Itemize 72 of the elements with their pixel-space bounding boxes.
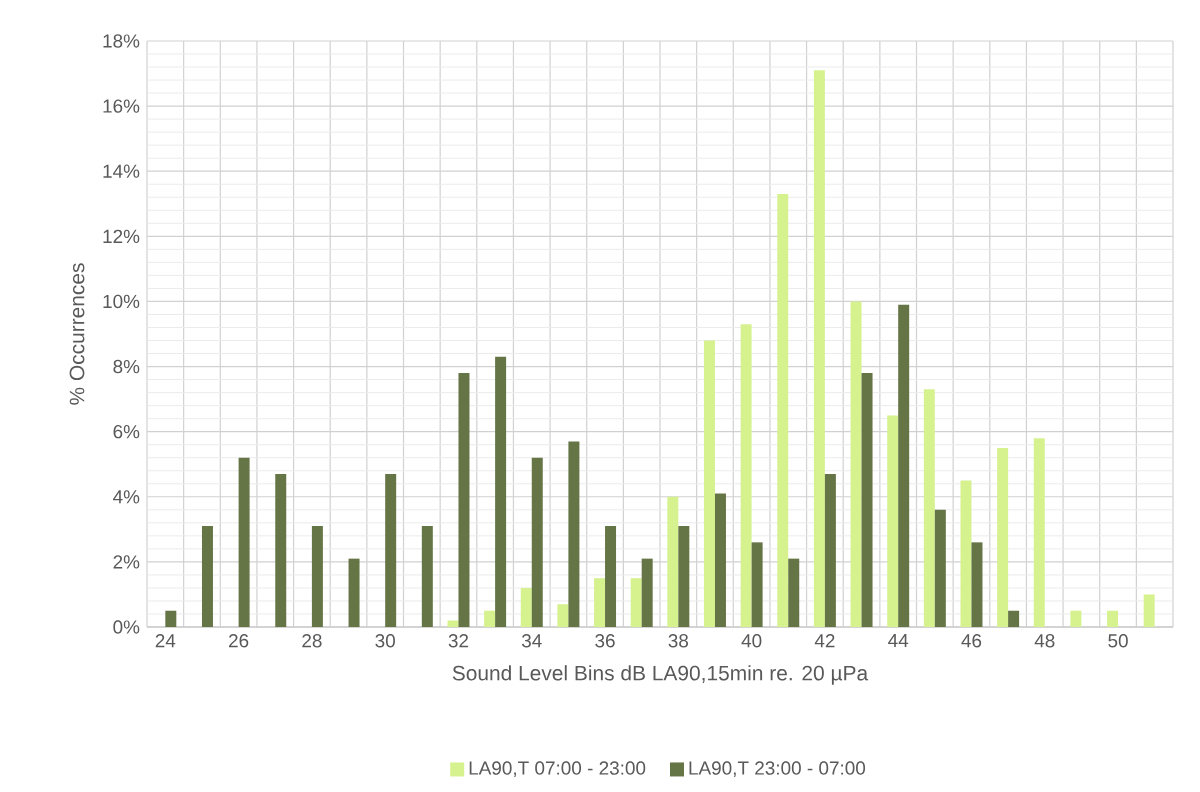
y-axis-title: % Occurrences [69, 263, 85, 405]
y-tick-label: 18% [103, 34, 140, 48]
y-tick-label: 16% [103, 99, 140, 113]
bar [861, 373, 873, 627]
x-tick-label: 42 [814, 634, 835, 648]
bar [751, 542, 763, 627]
x-tick-label: 34 [521, 634, 542, 648]
bar [813, 70, 825, 627]
bar [495, 356, 507, 627]
y-tick-label: 0% [113, 620, 140, 634]
bar [385, 473, 397, 627]
bar [934, 509, 946, 627]
x-tick-label: 48 [1034, 634, 1055, 648]
bar [458, 373, 470, 627]
x-tick-label: 44 [888, 634, 909, 648]
y-tick-label: 10% [103, 294, 140, 309]
y-tick-label: 12% [103, 229, 140, 244]
bar [971, 542, 983, 627]
bar [520, 587, 532, 627]
bar [531, 457, 543, 627]
bar [1008, 610, 1020, 627]
bar [1070, 610, 1082, 627]
bar [605, 526, 617, 627]
x-tick-label: 40 [741, 634, 762, 648]
y-tick-label: 14% [103, 164, 140, 178]
x-tick-label: 32 [448, 634, 469, 648]
bar [703, 340, 715, 627]
bar [887, 415, 899, 627]
y-tick-label: 2% [113, 555, 140, 569]
bar [923, 389, 935, 627]
y-tick-label: 4% [113, 490, 140, 504]
bar [678, 526, 690, 627]
bar [557, 604, 569, 627]
bar [997, 447, 1009, 627]
y-tick-label: 6% [113, 424, 140, 439]
bar [824, 473, 836, 627]
bar [238, 457, 250, 627]
x-tick-label: 30 [375, 634, 395, 648]
x-tick-label: 38 [668, 634, 689, 648]
bar [898, 304, 910, 627]
x-tick-label: 28 [302, 634, 322, 648]
legend-label: LA90,T 07:00 - 23:00 [469, 761, 646, 778]
bar [960, 480, 972, 627]
x-tick-label: 36 [595, 634, 615, 648]
x-axis-title: Sound Level Bins dB LA90,15min re. 20 µPa [452, 665, 869, 685]
bar [568, 441, 580, 627]
bar [777, 194, 789, 627]
bar [311, 526, 323, 627]
x-tick-label: 24 [155, 634, 176, 648]
x-tick-label: 50 [1108, 634, 1128, 648]
bar [667, 496, 679, 627]
legend-label: LA90,T 23:00 - 07:00 [689, 761, 866, 778]
bar [201, 526, 213, 627]
bar [1143, 594, 1155, 627]
bar [484, 610, 496, 627]
bar [641, 558, 653, 627]
x-tick-label: 26 [229, 634, 249, 648]
bar [165, 610, 177, 627]
bar [850, 301, 862, 627]
bar [788, 558, 800, 627]
bar [714, 493, 726, 627]
bar [421, 526, 433, 627]
bar [594, 578, 606, 627]
bar [740, 324, 752, 627]
bar [1107, 610, 1119, 627]
bar [630, 578, 642, 627]
x-tick-label: 46 [961, 634, 982, 648]
bar [275, 473, 287, 627]
bar [348, 558, 360, 627]
y-tick-label: 8% [113, 359, 140, 374]
bar [1033, 438, 1045, 627]
bar [447, 620, 459, 627]
